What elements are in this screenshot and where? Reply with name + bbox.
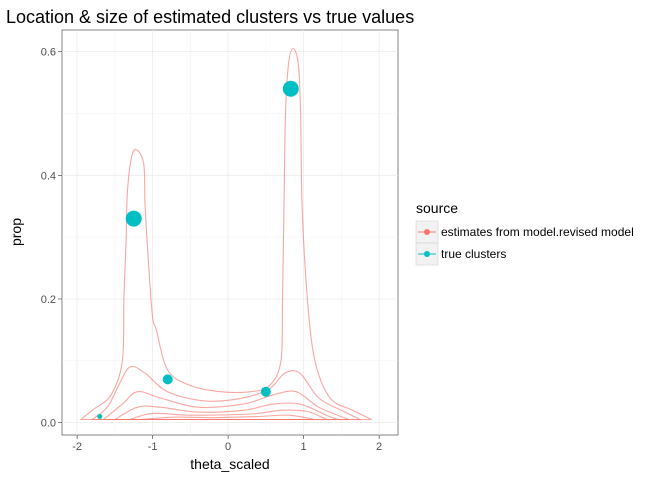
density-contour-line bbox=[141, 414, 315, 421]
cluster-point bbox=[282, 80, 299, 97]
panel-border bbox=[61, 29, 399, 436]
plot-panel bbox=[61, 29, 399, 436]
grid-minor bbox=[62, 30, 398, 435]
y-tick-label: 0.2 bbox=[41, 294, 56, 306]
density-contours bbox=[79, 47, 372, 421]
x-tick-label: -2 bbox=[72, 441, 82, 453]
legend-item-estimates: estimates from model.revised model bbox=[415, 220, 634, 244]
legend-label-true-clusters: true clusters bbox=[441, 247, 506, 261]
x-axis-title: theta_scaled bbox=[190, 456, 269, 472]
x-tick-label: 1 bbox=[301, 441, 307, 453]
density-contour-line bbox=[79, 47, 372, 421]
x-tick-label: 2 bbox=[376, 441, 382, 453]
x-tick-label: 0 bbox=[225, 441, 231, 453]
x-tick-label: -1 bbox=[148, 441, 158, 453]
legend-item-true-clusters: true clusters bbox=[415, 242, 506, 266]
chart-title: Location & size of estimated clusters vs… bbox=[6, 7, 414, 27]
y-axis: 0.0 0.2 0.4 0.6 bbox=[41, 47, 62, 430]
cluster-point bbox=[97, 413, 103, 419]
legend: source estimates from model.revised mode… bbox=[415, 200, 634, 266]
density-contour-line bbox=[129, 409, 327, 421]
cluster-point bbox=[125, 210, 142, 227]
x-axis: -2 -1 0 1 2 bbox=[72, 435, 382, 453]
density-contour-line bbox=[90, 365, 361, 421]
legend-title: source bbox=[416, 200, 458, 216]
cluster-point bbox=[162, 374, 173, 385]
y-tick-label: 0.6 bbox=[41, 47, 56, 59]
density-contour-line bbox=[114, 402, 338, 421]
y-tick-label: 0.4 bbox=[41, 170, 56, 182]
cluster-point bbox=[260, 386, 271, 397]
y-tick-label: 0.0 bbox=[41, 418, 56, 430]
legend-dot-estimates bbox=[424, 229, 430, 235]
cluster-points bbox=[97, 80, 299, 419]
legend-label-estimates: estimates from model.revised model bbox=[441, 225, 634, 239]
y-axis-title: prop bbox=[8, 218, 24, 246]
legend-dot-true-clusters bbox=[424, 251, 430, 257]
density-contour-line bbox=[101, 390, 350, 421]
